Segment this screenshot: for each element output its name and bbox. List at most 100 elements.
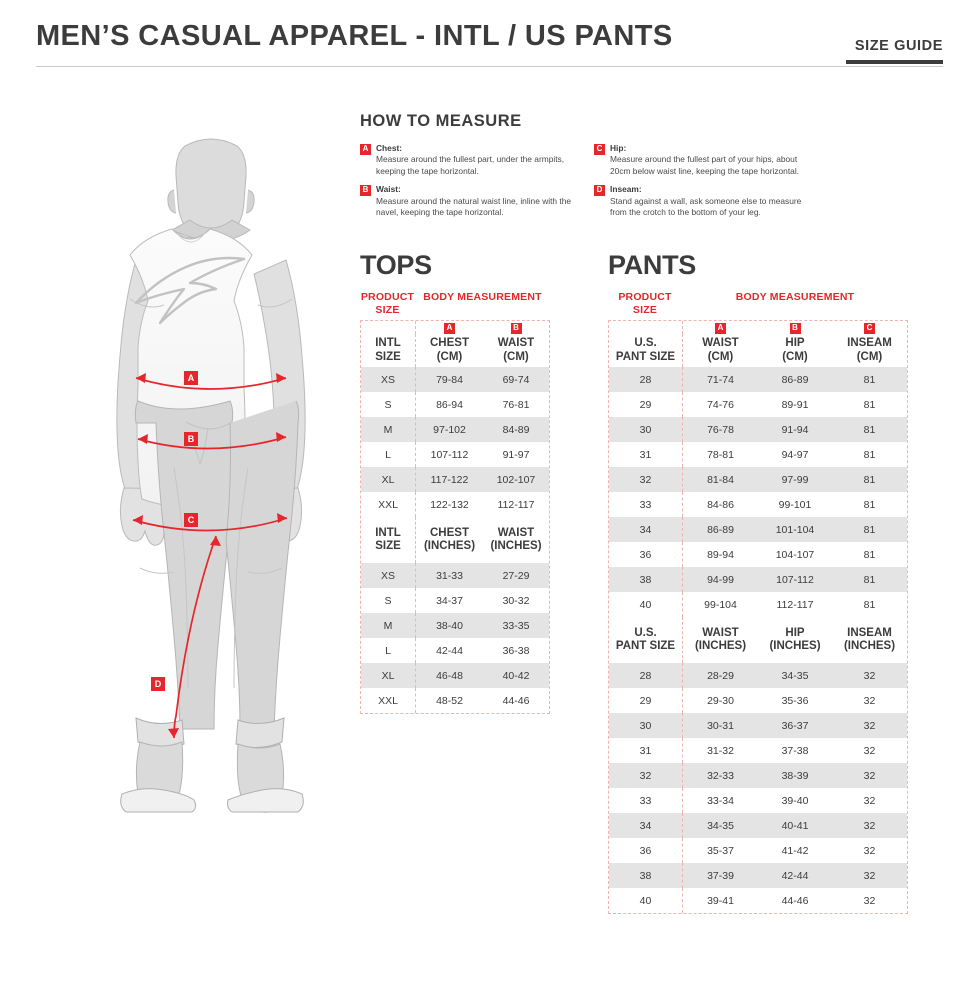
table-cell: 76-78 [682,417,758,442]
table-row: 32 32-33 38-39 32 [609,763,907,788]
table-cell: 81 [863,448,876,461]
table-row: 40 99-104 112-117 81 [609,592,907,617]
pants-group-headers: PRODUCT SIZE BODY MEASUREMENT [608,291,908,316]
table-cell: S [384,398,392,411]
tops-table: A B INTL SIZE CHEST (CM) WAIST (CM) XS 79-84… [360,320,550,714]
table-cell: 31 [639,448,652,461]
table-cell: M [383,619,393,632]
size-guide-tag: SIZE GUIDE [846,38,943,64]
table-cell: 36 [639,844,652,857]
measure-text-inseam: Stand against a wall, ask someone else t… [610,195,802,218]
tops-cm-header-waist: WAIST (CM) [497,337,535,363]
table-cell: 78-81 [682,442,758,467]
table-row: 33 33-34 39-40 32 [609,788,907,813]
table-row: 28 71-74 86-89 81 [609,367,907,392]
table-cell: 33-35 [502,619,530,632]
measure-label-waist: Waist: [376,184,401,195]
table-cell: M [383,423,393,436]
pants-cm-badge-row: A B C [609,321,907,334]
mannequin-figure: A B C D [78,128,344,873]
table-cell: 81-84 [682,467,758,492]
table-cell: 40 [639,894,652,907]
table-row: 31 31-32 37-38 32 [609,738,907,763]
table-row: 36 89-94 104-107 81 [609,542,907,567]
table-cell: S [384,594,392,607]
table-cell: 81 [863,573,876,586]
figure-marker-d: D [151,677,165,691]
badge-b-icon: B [789,323,801,334]
badge-c-icon: C [864,323,875,334]
pants-in-header-inseam: INSEAM (INCHES) [843,626,896,653]
page-title: MEN’S CASUAL APPAREL - INTL / US PANTS [36,20,673,52]
table-cell: 48-52 [415,688,483,713]
pants-in-header-size: U.S. PANT SIZE [615,626,676,653]
table-cell: 32 [639,769,652,782]
table-cell: XXL [378,694,398,707]
tops-cm-badge-row: A B [361,321,549,334]
table-cell: 27-29 [502,569,530,582]
table-cell: 71-74 [682,367,758,392]
table-row: 34 86-89 101-104 81 [609,517,907,542]
table-cell: 112-117 [497,498,535,511]
table-cell: 32 [863,744,876,757]
table-cell: 34-37 [415,588,483,613]
table-cell: 42-44 [781,869,809,882]
table-cell: 31-32 [682,738,758,763]
table-cell: 81 [863,498,876,511]
table-cell: 33-34 [682,788,758,813]
tops-in-header-size: INTL SIZE [375,526,401,553]
measure-label-hip: Hip: [610,143,627,153]
pants-cm-header-waist: WAIST (CM) [682,334,758,367]
table-cell: 117-122 [415,467,483,492]
table-cell: 69-74 [502,373,530,386]
table-cell: 104-107 [775,548,815,561]
measure-item-waist: B Waist: Measure around the natural wais… [360,184,576,218]
table-row: 29 74-76 89-91 81 [609,392,907,417]
size-guide-underline [846,60,943,64]
pants-heading: PANTS [608,250,697,280]
table-cell: 35-36 [781,694,809,707]
tops-cm-header-size: INTL SIZE [375,337,401,363]
table-cell: 34-35 [682,813,758,838]
tops-table-block: TOPS PRODUCT SIZE BODY MEASUREMENT A B I… [360,250,550,714]
table-row: 32 81-84 97-99 81 [609,467,907,492]
figure-marker-c: C [184,513,198,527]
badge-b-icon: B [510,323,522,334]
table-row: 36 35-37 41-42 32 [609,838,907,863]
table-cell: 101-104 [775,523,815,536]
tops-in-header-chest: CHEST (INCHES) [415,517,483,563]
table-cell: 94-97 [781,448,809,461]
table-row: 29 29-30 35-36 32 [609,688,907,713]
table-cell: 31-33 [415,563,483,588]
measure-text-chest: Measure around the fullest part, under t… [376,154,565,176]
pants-group-body-measurement: BODY MEASUREMENT [735,291,855,303]
table-row: XL 46-48 40-42 [361,663,549,688]
table-cell: 44-46 [502,694,530,707]
table-row: XXL 122-132 112-117 [361,492,549,517]
table-cell: 39-41 [682,888,758,913]
table-cell: 37-39 [682,863,758,888]
table-cell: 28 [639,373,652,386]
figure-marker-a: A [184,371,198,385]
badge-d-icon: D [594,185,605,197]
table-cell: 32 [863,819,876,832]
table-cell: 36-38 [502,644,530,657]
table-cell: 40-42 [502,669,530,682]
table-cell: 30-31 [682,713,758,738]
table-row: 30 30-31 36-37 32 [609,713,907,738]
table-row: 28 28-29 34-35 32 [609,663,907,688]
table-cell: 86-89 [781,373,809,386]
table-cell: 32 [863,844,876,857]
table-cell: 46-48 [415,663,483,688]
table-cell: 89-94 [682,542,758,567]
table-row: 30 76-78 91-94 81 [609,417,907,442]
table-cell: 29 [639,694,652,707]
how-to-measure-section: HOW TO MEASURE A Chest: Measure around t… [360,112,810,225]
tops-cm-header-row: INTL SIZE CHEST (CM) WAIST (CM) [361,334,549,367]
pants-cm-header-hip: HIP (CM) [782,337,808,363]
tops-group-product-size: PRODUCT SIZE [360,291,415,316]
table-cell: 37-38 [781,744,809,757]
table-cell: 40-41 [781,819,809,832]
figure-marker-b: B [184,432,198,446]
table-cell: 29 [639,398,652,411]
